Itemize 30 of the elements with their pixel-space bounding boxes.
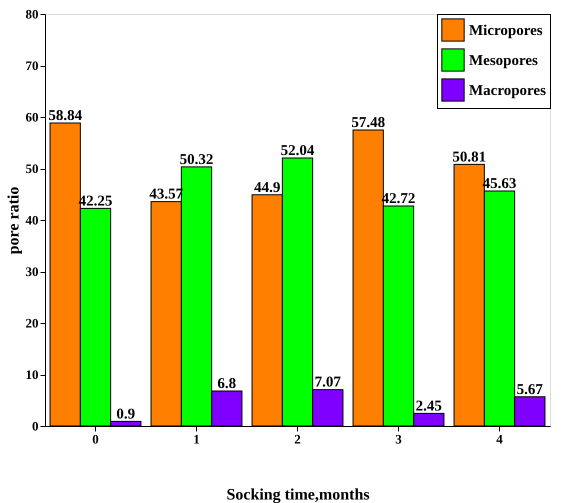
data-label: 52.04 xyxy=(280,142,315,159)
y-tick-label: 0 xyxy=(32,418,38,434)
y-tick-label: 10 xyxy=(26,367,38,382)
data-label: 44.9 xyxy=(254,180,280,196)
legend-label: Macropores xyxy=(469,83,546,99)
y-tick-label: 20 xyxy=(26,316,38,330)
legend-label: Mesopores xyxy=(469,53,538,69)
data-label: 2.45 xyxy=(416,398,442,414)
x-tick-label: 4 xyxy=(496,432,504,446)
data-label: 57.48 xyxy=(351,114,386,131)
x-tick-label: 2 xyxy=(294,432,301,446)
y-tick-label: 70 xyxy=(26,58,38,73)
y-tick-label: 60 xyxy=(26,110,38,124)
data-label: 7.07 xyxy=(314,374,342,391)
data-label: 50.81 xyxy=(452,149,486,166)
x-tick-label: 3 xyxy=(395,432,402,446)
x-axis-title: Socking time,months xyxy=(226,486,370,503)
y-tick-label: 80 xyxy=(26,6,38,22)
y-tick-label: 40 xyxy=(26,212,38,228)
x-tick-label: 0 xyxy=(92,432,99,446)
legend-label: Micropores xyxy=(469,23,543,39)
data-label: 5.67 xyxy=(516,382,544,398)
data-label: 6.8 xyxy=(217,376,236,392)
y-tick-label: 30 xyxy=(26,264,38,279)
data-label: 50.32 xyxy=(180,152,214,168)
y-axis-title: pore ratio xyxy=(6,186,22,254)
data-label: 0.9 xyxy=(116,406,136,422)
x-tick-label: 1 xyxy=(193,432,200,446)
data-label: 58.84 xyxy=(48,108,83,124)
y-tick-label: 50 xyxy=(26,161,38,176)
